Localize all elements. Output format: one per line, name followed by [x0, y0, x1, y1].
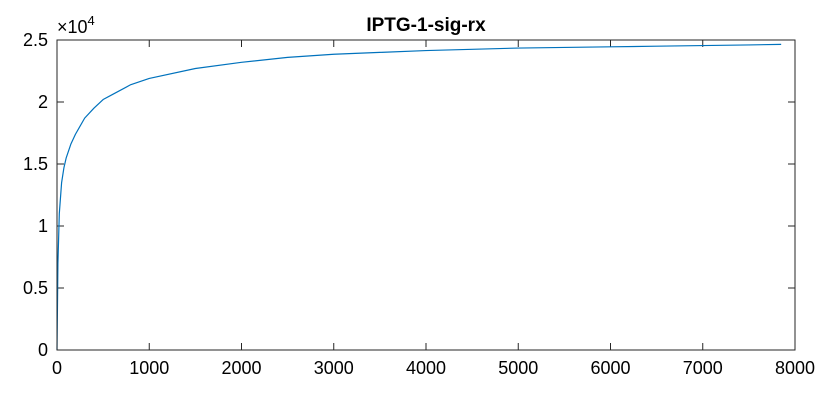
chart-title: IPTG-1-sig-rx	[366, 15, 486, 36]
y-multiplier-base: ×10	[57, 17, 88, 37]
y-multiplier-exponent: 4	[88, 13, 95, 28]
y-tick-label: 0.5	[23, 278, 48, 298]
y-axis-ticks: 0 0.5 1 1.5 2 2.5	[23, 30, 795, 360]
x-tick-label: 5000	[498, 358, 538, 378]
y-tick-label: 1.5	[23, 154, 48, 174]
x-tick-label: 6000	[590, 358, 630, 378]
y-tick-label: 2	[38, 92, 48, 112]
x-tick-label: 2000	[221, 358, 261, 378]
axes-box	[56, 39, 796, 351]
y-tick-label: 2.5	[23, 30, 48, 50]
x-tick-label: 7000	[683, 358, 723, 378]
y-axis-multiplier: ×104	[57, 13, 95, 37]
y-tick-label: 0	[38, 340, 48, 360]
x-tick-label: 1000	[129, 358, 169, 378]
x-axis-ticks: 0 1000 2000 3000 4000 5000 6000 7000 8000	[52, 40, 815, 378]
y-tick-label: 1	[38, 216, 48, 236]
x-tick-label: 4000	[406, 358, 446, 378]
plot-area	[57, 40, 795, 350]
x-tick-label: 8000	[775, 358, 815, 378]
x-tick-label: 0	[52, 358, 62, 378]
x-tick-label: 3000	[314, 358, 354, 378]
data-series	[56, 43, 782, 351]
series-line	[56, 43, 782, 351]
